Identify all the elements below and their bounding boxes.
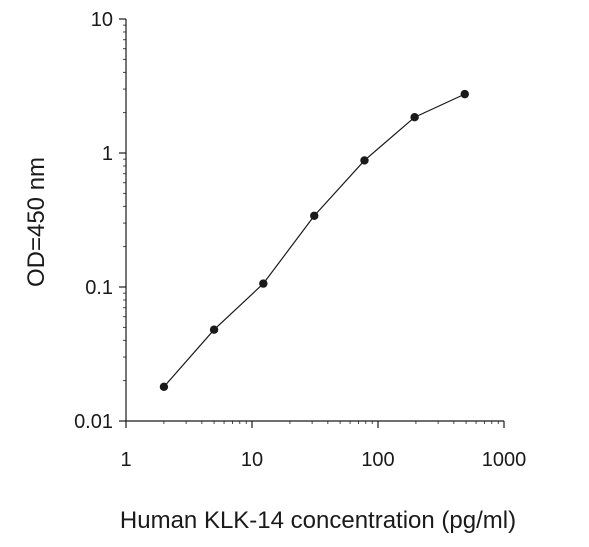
x-tick-label: 100 bbox=[361, 449, 394, 471]
axes: 0.01 0.1 1 10 1 10 100 1000 bbox=[74, 9, 526, 471]
series-line bbox=[163, 93, 466, 388]
x-axis-title: Human KLK-14 concentration (pg/ml) bbox=[120, 507, 516, 534]
y-axis-title: OD=450 nm bbox=[23, 157, 50, 287]
series-layer bbox=[159, 89, 469, 391]
data-point bbox=[410, 112, 419, 122]
data-point bbox=[460, 89, 469, 99]
y-tick-label: 10 bbox=[91, 9, 113, 31]
data-point bbox=[209, 325, 219, 334]
data-point bbox=[259, 279, 268, 288]
data-point bbox=[310, 211, 319, 220]
x-tick-label: 1000 bbox=[482, 449, 527, 471]
x-tick-label: 1 bbox=[120, 449, 131, 471]
y-tick-label: 1 bbox=[102, 143, 113, 165]
data-point bbox=[159, 382, 169, 391]
y-tick-label: 0.01 bbox=[74, 411, 113, 433]
data-point bbox=[360, 156, 369, 165]
y-tick-label: 0.1 bbox=[85, 277, 113, 299]
x-tick-label: 10 bbox=[241, 449, 263, 471]
